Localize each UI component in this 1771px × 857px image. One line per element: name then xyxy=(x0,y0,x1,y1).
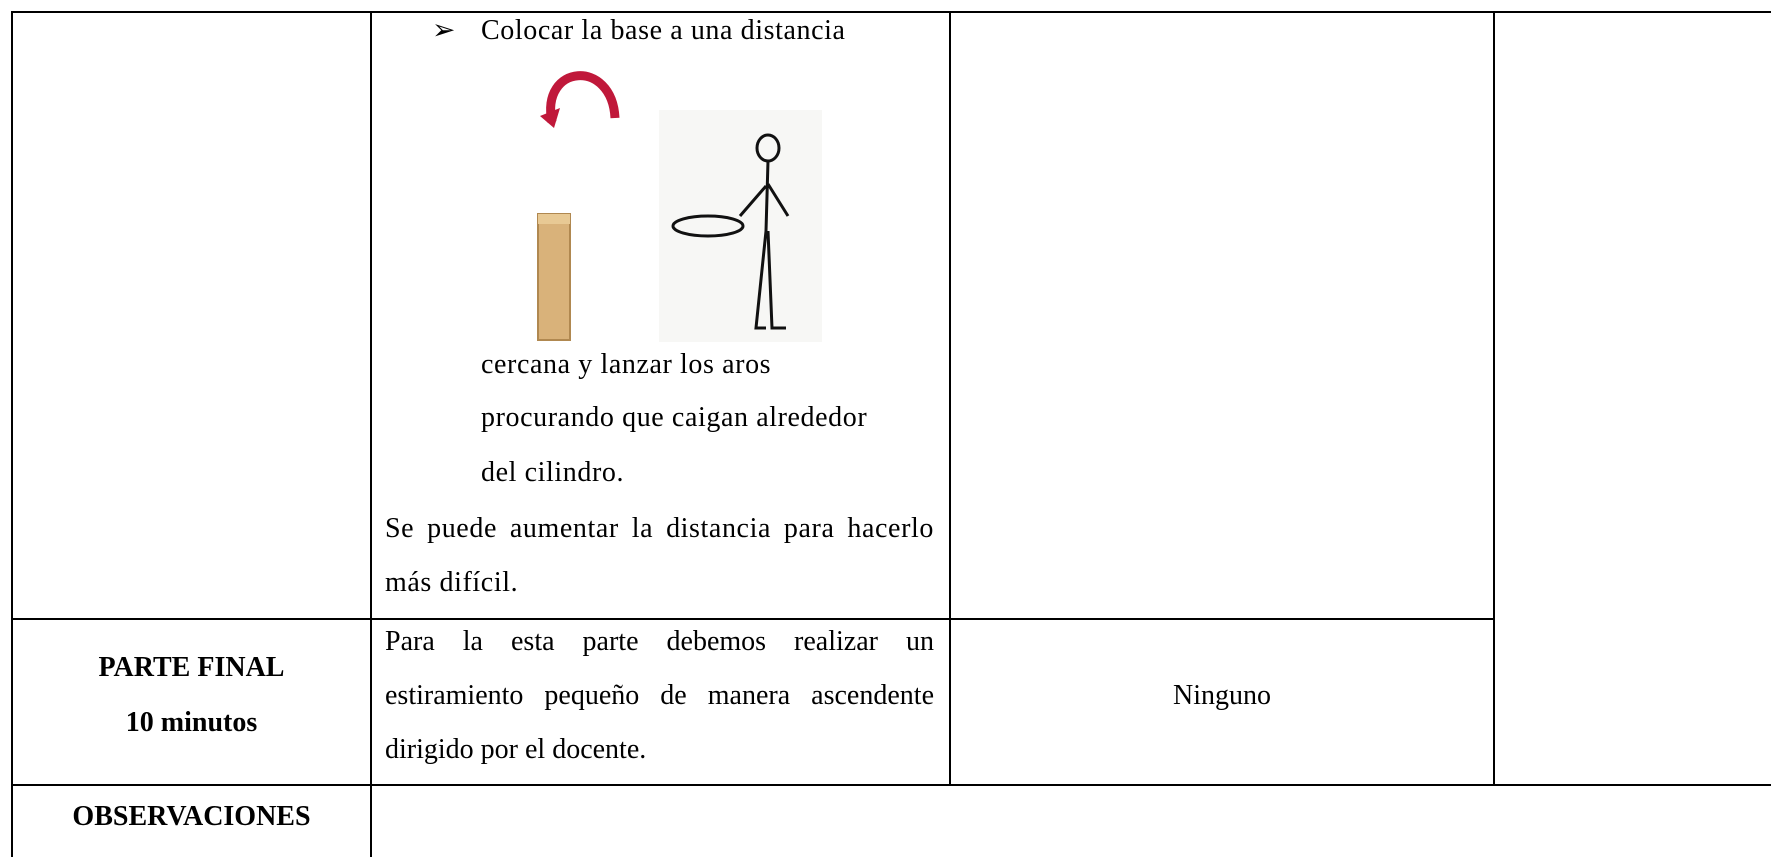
border xyxy=(1493,11,1495,786)
phase: PARTE FINAL xyxy=(98,652,285,683)
duration: 10 minutos xyxy=(125,707,258,738)
stick-figure xyxy=(671,133,790,330)
border xyxy=(11,618,1495,620)
bullet-marker: ➢ xyxy=(432,15,456,46)
border xyxy=(11,11,1771,13)
border xyxy=(11,11,13,857)
arrow xyxy=(546,71,620,123)
figure-bg xyxy=(659,110,822,342)
activity: Para la esta parte debemos realizar un e… xyxy=(385,626,934,765)
continuation-line: procurando que caigan alrededor xyxy=(481,402,868,433)
illustration xyxy=(534,71,822,342)
note: Se puede aumentar la distancia para hace… xyxy=(385,513,934,598)
continuation-line: cercana y lanzar los aros xyxy=(481,349,772,380)
border xyxy=(949,11,951,786)
border xyxy=(370,11,372,857)
border xyxy=(11,784,1771,786)
cylinder-top xyxy=(538,214,570,224)
phase: OBSERVACIONES xyxy=(72,801,311,832)
materials: Ninguno xyxy=(1173,680,1271,711)
cylinder xyxy=(537,213,571,341)
arrow-head xyxy=(540,108,560,128)
continuation-line: del cilindro. xyxy=(481,457,625,488)
bullet-text: Colocar la base a una distancia xyxy=(481,15,846,46)
